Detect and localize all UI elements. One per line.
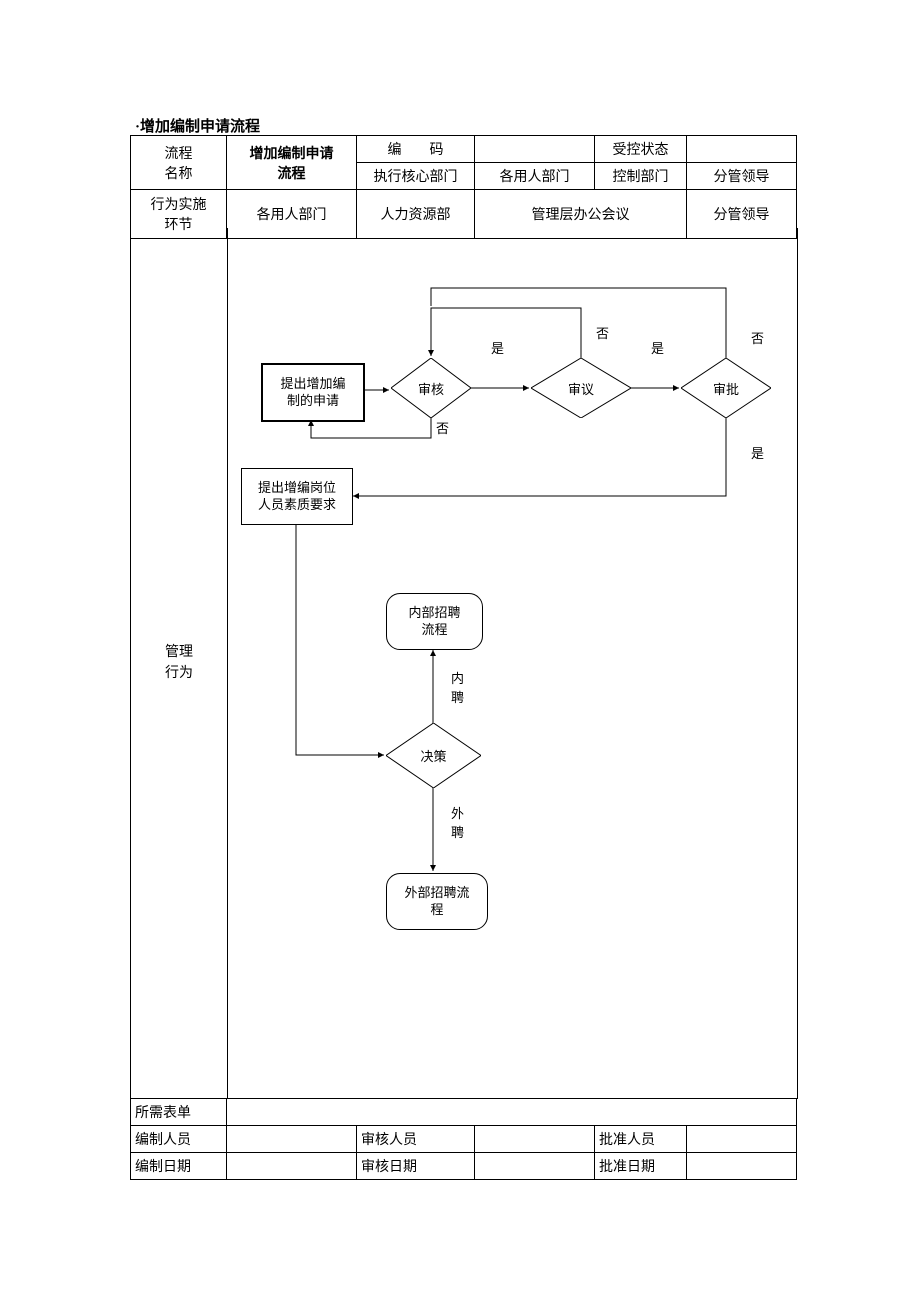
- row-people: 编制人员 审核人员 批准人员: [131, 1126, 797, 1153]
- hdr-status-value: [687, 136, 797, 163]
- edit-date-value: [227, 1153, 357, 1180]
- review-date-value: [475, 1153, 595, 1180]
- approve-date-value: [687, 1153, 797, 1180]
- lbl-review-yes: 是: [651, 338, 664, 357]
- hdr-ctrl-label: 控制部门: [595, 163, 687, 190]
- node-apply: 提出增加编 制的申请: [261, 363, 365, 422]
- hdr-exec-label: 执行核心部门: [357, 163, 475, 190]
- editor-value: [227, 1126, 357, 1153]
- lbl-decide-down: 外 聘: [451, 803, 464, 841]
- node-label: 外部招聘流 程: [404, 885, 469, 919]
- node-label: 决策: [420, 746, 446, 765]
- hdr-txt: 流程: [135, 143, 222, 163]
- node-audit: 审核: [391, 358, 471, 418]
- editor-label: 编制人员: [131, 1126, 227, 1153]
- approver-value: [687, 1126, 797, 1153]
- hdr-code-value: [475, 136, 595, 163]
- node-label: 提出增编岗位 人员素质要求: [258, 480, 336, 514]
- node-external: 外部招聘流 程: [386, 873, 488, 930]
- node-label: 审核: [418, 379, 444, 398]
- row-forms: 所需表单: [131, 1099, 797, 1126]
- hdr-txt: 行为实施: [135, 194, 222, 214]
- lbl-review-no: 否: [596, 323, 609, 342]
- lbl-decide-up: 内 聘: [451, 668, 464, 706]
- hdr-txt: 名称: [135, 163, 222, 183]
- hdr-status-label: 受控状态: [595, 136, 687, 163]
- flow-area: 管理 行为: [130, 228, 798, 1099]
- hdr-code-label: 编 码: [357, 136, 475, 163]
- reviewer-value: [475, 1126, 595, 1153]
- node-label: 审议: [568, 379, 594, 398]
- lbl-approve-yes: 是: [751, 443, 764, 462]
- node-label: 内部招聘 流程: [408, 605, 460, 639]
- hdr-flowname-value: 增加编制申请 流程: [227, 136, 357, 190]
- lbl-approve-no: 否: [751, 328, 764, 347]
- node-internal: 内部招聘 流程: [386, 593, 483, 650]
- node-review: 审议: [531, 358, 631, 418]
- node-qualreq: 提出增编岗位 人员素质要求: [241, 468, 353, 525]
- approve-date-label: 批准日期: [595, 1153, 687, 1180]
- hdr-txt: 流程: [231, 163, 352, 183]
- node-approve: 审批: [681, 358, 771, 418]
- node-decide: 决策: [386, 723, 481, 788]
- review-date-label: 审核日期: [357, 1153, 475, 1180]
- lbl-audit-yes: 是: [491, 338, 504, 357]
- hdr-exec-value: 各用人部门: [475, 163, 595, 190]
- page: ·增加编制申请流程 流程 名称 增加编制申请 流程 编 码 受控状态 执行核心部…: [0, 0, 920, 1302]
- row-date: 编制日期 审核日期 批准日期: [131, 1153, 797, 1180]
- lbl-audit-no: 否: [436, 418, 449, 437]
- header-table: 流程 名称 增加编制申请 流程 编 码 受控状态 执行核心部门 各用人部门 控制…: [130, 135, 797, 239]
- node-label: 提出增加编 制的申请: [280, 376, 345, 410]
- doc-title: ·增加编制申请流程: [135, 115, 260, 136]
- approver-label: 批准人员: [595, 1126, 687, 1153]
- node-label: 审批: [713, 379, 739, 398]
- reviewer-label: 审核人员: [357, 1126, 475, 1153]
- hdr-ctrl-value: 分管领导: [687, 163, 797, 190]
- forms-value: [227, 1099, 797, 1126]
- header-row-1: 流程 名称 增加编制申请 流程 编 码 受控状态: [131, 136, 797, 163]
- edit-date-label: 编制日期: [131, 1153, 227, 1180]
- hdr-txt: 增加编制申请: [231, 143, 352, 163]
- bottom-table: 所需表单 编制人员 审核人员 批准人员 编制日期 审核日期 批准日期: [130, 1098, 797, 1180]
- hdr-flowname-label: 流程 名称: [131, 136, 227, 190]
- forms-label: 所需表单: [131, 1099, 227, 1126]
